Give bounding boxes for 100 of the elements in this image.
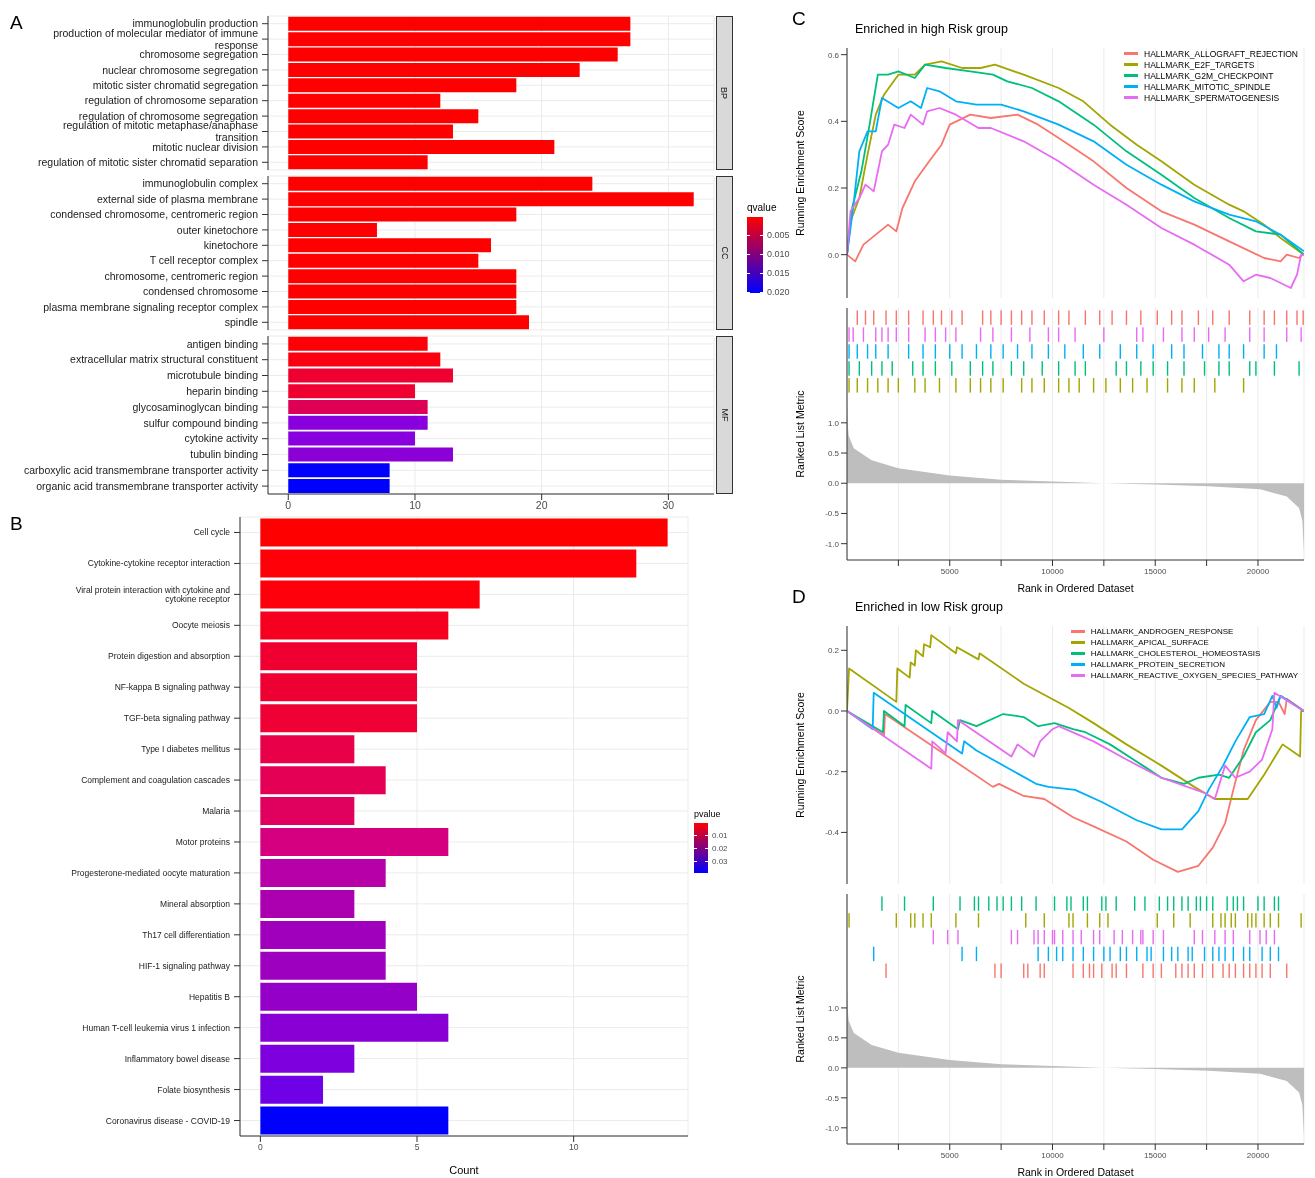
bar bbox=[260, 920, 386, 949]
y-tick-label: 0.5 bbox=[827, 1033, 840, 1043]
x-tick-label: 10 bbox=[409, 499, 421, 512]
y-axis-title: Running Enrichment Score bbox=[793, 692, 806, 818]
legend-label: HALLMARK_REACTIVE_OXYGEN_SPECIES_PATHWAY bbox=[1090, 671, 1298, 680]
y-tick-label: sulfur compound binding bbox=[143, 416, 259, 429]
y-tick-label: Motor proteins bbox=[175, 836, 230, 847]
x-tick-label: 15000 bbox=[1144, 1150, 1167, 1160]
y-tick-label: Folate biosynthesis bbox=[157, 1084, 230, 1095]
bar bbox=[260, 1075, 324, 1104]
line-series bbox=[847, 107, 1304, 289]
legend-label: HALLMARK_E2F_TARGETS bbox=[1144, 59, 1255, 70]
y2-axis-title: CC bbox=[719, 246, 730, 260]
y-tick-label: 0.0 bbox=[827, 1063, 840, 1073]
y-tick-label: 1.0 bbox=[827, 418, 840, 428]
bar bbox=[260, 673, 418, 702]
y-tick-label: -0.5 bbox=[825, 509, 840, 519]
bar bbox=[260, 982, 418, 1011]
legend-label: HALLMARK_PROTEIN_SECRETION bbox=[1090, 660, 1225, 669]
line-series bbox=[847, 634, 1304, 800]
y2-axis-title: BP bbox=[719, 86, 730, 100]
y-tick-label: regulation of mitotic sister chromatid separation bbox=[37, 155, 259, 168]
y-tick-label: spindle bbox=[224, 315, 259, 328]
x-axis-title: Rank in Ordered Dataset bbox=[1017, 582, 1134, 594]
y-tick-label: regulation of chromosome separation bbox=[84, 94, 259, 107]
y-tick-label: glycosaminoglycan binding bbox=[132, 400, 259, 413]
legend-label: HALLMARK_SPERMATOGENESIS bbox=[1144, 92, 1280, 103]
x-tick-label: 5000 bbox=[940, 1150, 960, 1160]
text: A bbox=[10, 12, 23, 34]
bar bbox=[260, 1106, 449, 1135]
y-tick-label: 0.5 bbox=[827, 448, 840, 458]
legend-label: HALLMARK_APICAL_SURFACE bbox=[1090, 638, 1209, 647]
y-tick-label: Viral protein interaction with cytokine and cytokine receptor bbox=[75, 584, 231, 605]
y-tick-label: Th17 cell differentiation bbox=[142, 929, 231, 940]
line-series bbox=[847, 691, 1304, 800]
x-tick-label: 10000 bbox=[1041, 1150, 1065, 1160]
y-tick-label: condensed chromosome, centromeric region bbox=[50, 208, 259, 221]
bar bbox=[288, 415, 428, 430]
y-tick-label: outer kinetochore bbox=[176, 223, 259, 236]
y-tick-label: immunoglobulin production bbox=[132, 17, 259, 30]
bar bbox=[260, 859, 386, 887]
y2-axis-title: MF bbox=[719, 408, 730, 422]
y-tick-label: extracellular matrix structural constituent bbox=[70, 353, 259, 366]
y-tick-label: organic acid transmembrane transporter activity bbox=[36, 479, 259, 492]
y-tick-label: chromosome, centromeric region bbox=[104, 269, 259, 282]
color-bar-label: 0.01 bbox=[712, 830, 728, 840]
y-tick-label: condensed chromosome bbox=[143, 285, 259, 298]
y-tick-label: antigen binding bbox=[186, 337, 259, 350]
legend-label: HALLMARK_ALLOGRAFT_REJECTION bbox=[1144, 48, 1298, 59]
bar bbox=[288, 478, 390, 493]
legend-label: HALLMARK_ANDROGEN_RESPONSE bbox=[1090, 627, 1234, 636]
y-tick-label: tubulin binding bbox=[190, 448, 259, 461]
bar bbox=[288, 463, 390, 478]
y-tick-label: regulation of chromosome segregation bbox=[78, 109, 259, 122]
bar bbox=[260, 889, 355, 918]
bar bbox=[288, 399, 428, 414]
y-tick-label: nuclear chromosome segregation bbox=[102, 63, 259, 76]
y-tick-label: plasma membrane signaling receptor complex bbox=[43, 300, 259, 313]
bar bbox=[260, 580, 480, 609]
y-tick-label: immunoglobulin complex bbox=[142, 177, 259, 190]
x-axis-title: Count bbox=[449, 1164, 479, 1176]
bar bbox=[288, 384, 415, 399]
x-tick-label: 10 bbox=[568, 1142, 579, 1153]
x-tick-label: 20000 bbox=[1246, 1150, 1270, 1160]
x-tick-label: 10000 bbox=[1041, 566, 1065, 576]
bar bbox=[260, 549, 637, 578]
chart-title: Enriched in low Risk group bbox=[855, 600, 1003, 614]
y-tick-label: kinetochore bbox=[203, 238, 259, 251]
bar bbox=[260, 611, 449, 640]
bar bbox=[260, 1044, 355, 1073]
text: D bbox=[792, 586, 806, 608]
y-tick-label: 1.0 bbox=[827, 1003, 840, 1013]
bar bbox=[288, 352, 441, 367]
y-axis-title: Ranked List Metric bbox=[793, 975, 806, 1063]
y-tick-label: carboxylic acid transmembrane transporter activity bbox=[23, 463, 259, 476]
bar bbox=[260, 642, 418, 671]
color-bar-label: 0.03 bbox=[712, 856, 728, 866]
y-tick-label: T cell receptor complex bbox=[149, 254, 259, 267]
bar bbox=[288, 368, 453, 383]
y-tick-label: Type I diabetes mellitus bbox=[141, 744, 230, 755]
y-tick-label: 0.6 bbox=[827, 50, 840, 60]
y-tick-label: Mineral absorption bbox=[160, 898, 231, 909]
y-tick-label: -0.4 bbox=[825, 828, 840, 838]
legend-label: HALLMARK_MITOTIC_SPINDLE bbox=[1144, 81, 1271, 92]
x-tick-label: 30 bbox=[662, 499, 675, 512]
y-tick-label: microtubule binding bbox=[166, 369, 259, 382]
y-tick-label: mitotic nuclear division bbox=[152, 140, 259, 153]
y-tick-label: -0.5 bbox=[825, 1093, 840, 1103]
legend-label: HALLMARK_CHOLESTEROL_HOMEOSTASIS bbox=[1090, 649, 1261, 658]
y-tick-label: HIF-1 signaling pathway bbox=[138, 960, 231, 971]
text: C bbox=[792, 8, 806, 30]
y-tick-label: cytokine activity bbox=[184, 432, 259, 445]
color-bar-label: 0.015 bbox=[767, 268, 790, 279]
y-axis-title: Ranked List Metric bbox=[793, 390, 806, 478]
x-tick-label: 5 bbox=[414, 1142, 420, 1153]
y-tick-label: Cell cycle bbox=[193, 527, 231, 538]
color-bar-label: 0.020 bbox=[767, 286, 790, 297]
y-tick-label: -0.2 bbox=[825, 767, 840, 777]
y-tick-label: Hepatitis B bbox=[188, 991, 231, 1002]
y-tick-label: 0.2 bbox=[827, 183, 840, 193]
